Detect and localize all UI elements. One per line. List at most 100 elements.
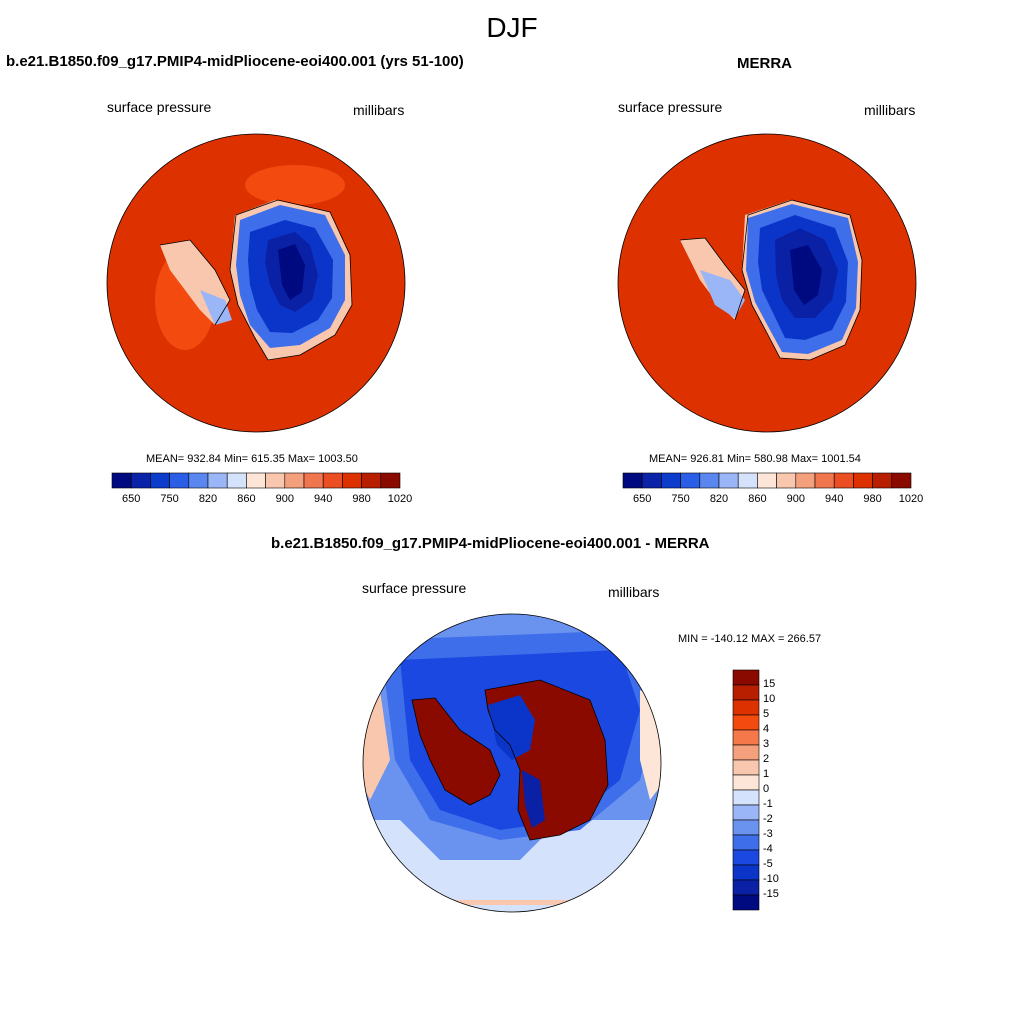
panel-3-colorbar-swatch	[732, 714, 760, 731]
panel-3-colorbar-tick-label: 5	[763, 708, 770, 720]
panel-3-colorbar-swatch	[732, 804, 760, 821]
panel-2-colorbar-swatch	[661, 472, 681, 489]
panel-2-colorbar-tick-label: 940	[825, 493, 844, 505]
figure-title: DJF	[486, 12, 538, 43]
panel-3-colorbar-swatch	[732, 819, 760, 836]
panel-2-colorbar-swatch	[622, 472, 643, 489]
panel-1-title: b.e21.B1850.f09_g17.PMIP4-midPliocene-eo…	[6, 53, 464, 70]
panel-3-colorbar-swatch	[732, 849, 760, 866]
panel-1-colorbar-swatch	[150, 472, 170, 489]
panel-3-colorbar-swatch	[732, 834, 760, 851]
panel-3-variable-label: surface pressure	[362, 580, 467, 596]
panel-3-colorbar-swatch	[732, 879, 760, 896]
panel-1-map-fill	[107, 134, 405, 432]
panel-2-colorbar-tick-label: 820	[709, 493, 729, 505]
panel-2-colorbar-swatch	[641, 472, 662, 489]
panel-1-colorbar-swatch	[169, 472, 190, 489]
panel-1-colorbar-swatch	[188, 472, 209, 489]
panel-2-colorbar-tick-label: 980	[863, 493, 882, 505]
panel-3-colorbar-tick-label: -3	[763, 828, 773, 840]
panel-3-colorbar-swatch	[732, 744, 760, 761]
panel-3-title: b.e21.B1850.f09_g17.PMIP4-midPliocene-eo…	[271, 535, 710, 552]
panel-3-map-fill	[363, 614, 661, 912]
panel-3-colorbar-tick-label: -2	[763, 813, 773, 825]
panel-1-colorbar-swatch	[322, 472, 343, 489]
panel-2-colorbar-swatch	[680, 472, 701, 489]
panel-3-colorbar-swatch	[732, 729, 760, 746]
panel-3-colorbar-tick-label: 0	[763, 783, 770, 795]
panel-3-colorbar	[732, 669, 760, 911]
panel-2-colorbar-swatch	[833, 472, 854, 489]
panel-2-colorbar-tick-label: 900	[786, 493, 805, 505]
panel-1-colorbar-swatch	[284, 472, 305, 489]
panel-3-colorbar-swatch	[732, 789, 760, 806]
panel-1-colorbar-swatch	[246, 472, 266, 489]
panel-1-colorbar-swatch	[130, 472, 151, 489]
panel-1-units-label: millibars	[353, 102, 405, 118]
panel-3-units-label: millibars	[608, 584, 660, 600]
panel-2-colorbar-swatch	[737, 472, 758, 489]
panel-3-colorbar-tick-label: -5	[763, 858, 773, 870]
panel-3-colorbar-swatch	[732, 699, 760, 716]
panel-3-colorbar-tick-label: -1	[763, 798, 773, 810]
panel-2-colorbar-swatch	[699, 472, 720, 489]
panel-1-colorbar-swatch	[111, 472, 132, 489]
panel-1-colorbar-swatch	[207, 472, 228, 489]
panel-1-colorbar-tick-label: 900	[275, 493, 294, 505]
panel-3-colorbar-tick-label: -10	[763, 873, 779, 885]
panel-2-colorbar-tick-label: 860	[748, 493, 767, 505]
panel-3-colorbar-tick-label: 2	[763, 753, 770, 765]
panel-1-colorbar-tick-label: 980	[352, 493, 371, 505]
panel-2-colorbar-tick-label: 1020	[898, 493, 924, 505]
panel-1-colorbar-swatch	[226, 472, 247, 489]
panel-1-colorbar	[111, 472, 401, 489]
panel-2-colorbar-tick-label: 650	[633, 493, 652, 505]
panel-3-colorbar-tick-label: 15	[763, 678, 776, 690]
panel-3-colorbar-swatch	[732, 669, 760, 686]
panel-3-colorbar-swatch	[732, 894, 760, 911]
panel-2-units-label: millibars	[864, 102, 916, 118]
panel-2-stats: MEAN= 926.81 Min= 580.98 Max= 1001.54	[649, 453, 861, 465]
panel-3-colorbar-swatch	[732, 759, 760, 776]
panel-1-colorbar-tick-label: 650	[122, 493, 141, 505]
panel-2-colorbar-swatch	[853, 472, 873, 489]
panel-3-colorbar-swatch	[732, 684, 760, 701]
panel-2-colorbar-tick-label: 750	[671, 493, 690, 505]
panel-3-stats: MIN = -140.12 MAX = 266.57	[678, 633, 822, 645]
panel-2-colorbar-swatch	[776, 472, 797, 489]
panel-3-colorbar-tick-label: 4	[763, 723, 770, 735]
panel-2-colorbar-swatch	[795, 472, 816, 489]
panel-2-map-fill	[618, 134, 916, 432]
panel-3-colorbar-tick-label: 1	[763, 768, 770, 780]
panel-2-map-border	[617, 133, 917, 433]
panel-1-colorbar-swatch	[342, 472, 362, 489]
panel-1-colorbar-swatch	[361, 472, 382, 489]
panel-2-title: MERRA	[737, 55, 792, 72]
panel-1-colorbar-tick-label: 750	[160, 493, 179, 505]
panel-1-colorbar-swatch	[303, 472, 324, 489]
panel-3-colorbar-tick-label: -4	[763, 843, 773, 855]
panel-1-map-border	[106, 133, 406, 433]
panel-1-colorbar-swatch	[265, 472, 286, 489]
panel-2-colorbar-swatch	[718, 472, 739, 489]
panel-3-colorbar-swatch	[732, 774, 760, 791]
panel-2-colorbar-swatch	[814, 472, 835, 489]
panel-1-colorbar-tick-label: 1020	[387, 493, 413, 505]
panel-3-colorbar-tick-label: -15	[763, 888, 779, 900]
panel-2-colorbar-swatch	[872, 472, 893, 489]
panel-1-stats: MEAN= 932.84 Min= 615.35 Max= 1003.50	[146, 453, 358, 465]
panel-3-map-border	[362, 613, 662, 913]
panel-2-colorbar-swatch	[891, 472, 912, 489]
panel-3-colorbar-tick-label: 10	[763, 693, 776, 705]
panel-1-variable-label: surface pressure	[107, 99, 212, 115]
panel-2-colorbar	[622, 472, 912, 489]
panel-2-variable-label: surface pressure	[618, 99, 723, 115]
panel-2-colorbar-swatch	[757, 472, 777, 489]
panel-3-colorbar-swatch	[732, 864, 760, 881]
panel-1-colorbar-tick-label: 860	[237, 493, 256, 505]
panel-3-colorbar-tick-label: 3	[763, 738, 770, 750]
panel-1-colorbar-tick-label: 820	[198, 493, 218, 505]
panel-1-colorbar-swatch	[380, 472, 401, 489]
panel-1-colorbar-tick-label: 940	[314, 493, 333, 505]
